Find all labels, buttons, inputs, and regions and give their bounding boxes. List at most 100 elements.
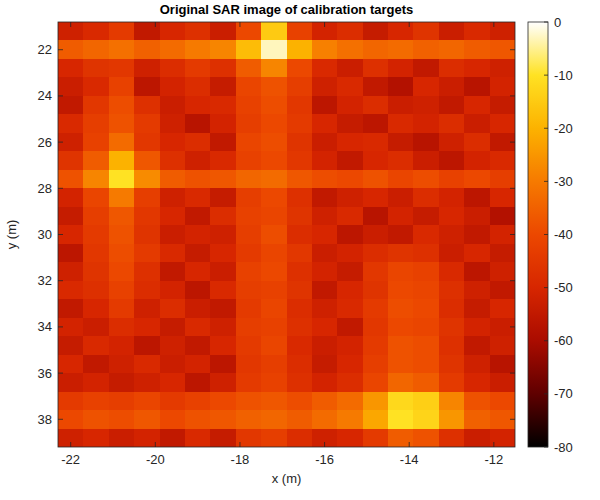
- cell: [185, 188, 211, 207]
- cell: [337, 22, 363, 41]
- cell: [210, 429, 236, 447]
- cell: [109, 96, 135, 115]
- x-tick-label: -18: [231, 452, 250, 467]
- cell: [363, 40, 389, 59]
- cell: [312, 133, 338, 152]
- cell: [210, 59, 236, 78]
- cell: [363, 170, 389, 189]
- cell: [490, 77, 515, 96]
- cell: [261, 188, 287, 207]
- y-tick: [510, 280, 515, 281]
- x-axis-title: x (m): [272, 471, 302, 486]
- y-tick: [510, 326, 515, 327]
- cell: [439, 281, 465, 300]
- cell: [185, 392, 211, 411]
- cell: [83, 114, 109, 133]
- chart: -22-20-18-16-14-12222426283032343638Orig…: [0, 0, 600, 500]
- cell: [388, 262, 414, 281]
- cell: [337, 355, 363, 374]
- cell: [490, 244, 515, 263]
- x-tick: [493, 22, 494, 27]
- cell: [413, 244, 439, 263]
- cell: [388, 410, 414, 429]
- cell: [439, 355, 465, 374]
- cell: [185, 151, 211, 170]
- cell: [388, 318, 414, 337]
- cell: [58, 59, 84, 78]
- colorbar-frame: [528, 22, 548, 447]
- cell: [236, 299, 262, 318]
- cell: [185, 225, 211, 244]
- cell: [83, 207, 109, 226]
- cell: [439, 429, 465, 447]
- cell: [490, 281, 515, 300]
- cell: [58, 40, 84, 59]
- cell: [109, 188, 135, 207]
- y-tick: [510, 142, 515, 143]
- cell: [388, 170, 414, 189]
- cell: [388, 225, 414, 244]
- cell: [160, 336, 186, 355]
- cell: [312, 207, 338, 226]
- cell: [439, 40, 465, 59]
- cell: [287, 40, 313, 59]
- cell: [413, 281, 439, 300]
- y-tick: [510, 419, 515, 420]
- cell: [109, 336, 135, 355]
- cell: [337, 40, 363, 59]
- cell: [490, 429, 515, 447]
- cell: [236, 133, 262, 152]
- y-tick: [58, 280, 63, 281]
- cell: [363, 336, 389, 355]
- cell: [464, 77, 490, 96]
- cell: [337, 133, 363, 152]
- cell: [388, 299, 414, 318]
- cell: [388, 114, 414, 133]
- cell: [413, 133, 439, 152]
- cell: [236, 40, 262, 59]
- cell: [363, 373, 389, 392]
- cell: [134, 188, 160, 207]
- cell: [83, 410, 109, 429]
- cell: [490, 410, 515, 429]
- cell: [388, 429, 414, 447]
- y-tick: [58, 234, 63, 235]
- cell: [58, 151, 84, 170]
- cell: [83, 22, 109, 41]
- cell: [58, 225, 84, 244]
- x-tick-label: -14: [400, 452, 419, 467]
- cell: [261, 225, 287, 244]
- cell: [160, 392, 186, 411]
- cell: [58, 429, 84, 447]
- cell: [388, 188, 414, 207]
- cell: [210, 392, 236, 411]
- cell: [83, 262, 109, 281]
- cell: [134, 40, 160, 59]
- cell: [363, 429, 389, 447]
- plot-frame: [58, 22, 515, 447]
- cell: [160, 22, 186, 41]
- cell: [58, 96, 84, 115]
- cell: [134, 262, 160, 281]
- cell: [464, 59, 490, 78]
- cell: [160, 318, 186, 337]
- cell: [490, 392, 515, 411]
- cell: [287, 22, 313, 41]
- cell: [363, 318, 389, 337]
- cell: [413, 373, 439, 392]
- colorbar-tick: [544, 393, 548, 394]
- cell: [312, 59, 338, 78]
- cell: [160, 299, 186, 318]
- cell: [439, 114, 465, 133]
- y-tick: [58, 49, 63, 50]
- cell: [363, 299, 389, 318]
- cell: [236, 410, 262, 429]
- cell: [337, 429, 363, 447]
- cell: [261, 355, 287, 374]
- x-tick: [239, 22, 240, 27]
- cell: [439, 244, 465, 263]
- cell: [185, 244, 211, 263]
- cell: [83, 318, 109, 337]
- cell: [185, 281, 211, 300]
- cell: [261, 429, 287, 447]
